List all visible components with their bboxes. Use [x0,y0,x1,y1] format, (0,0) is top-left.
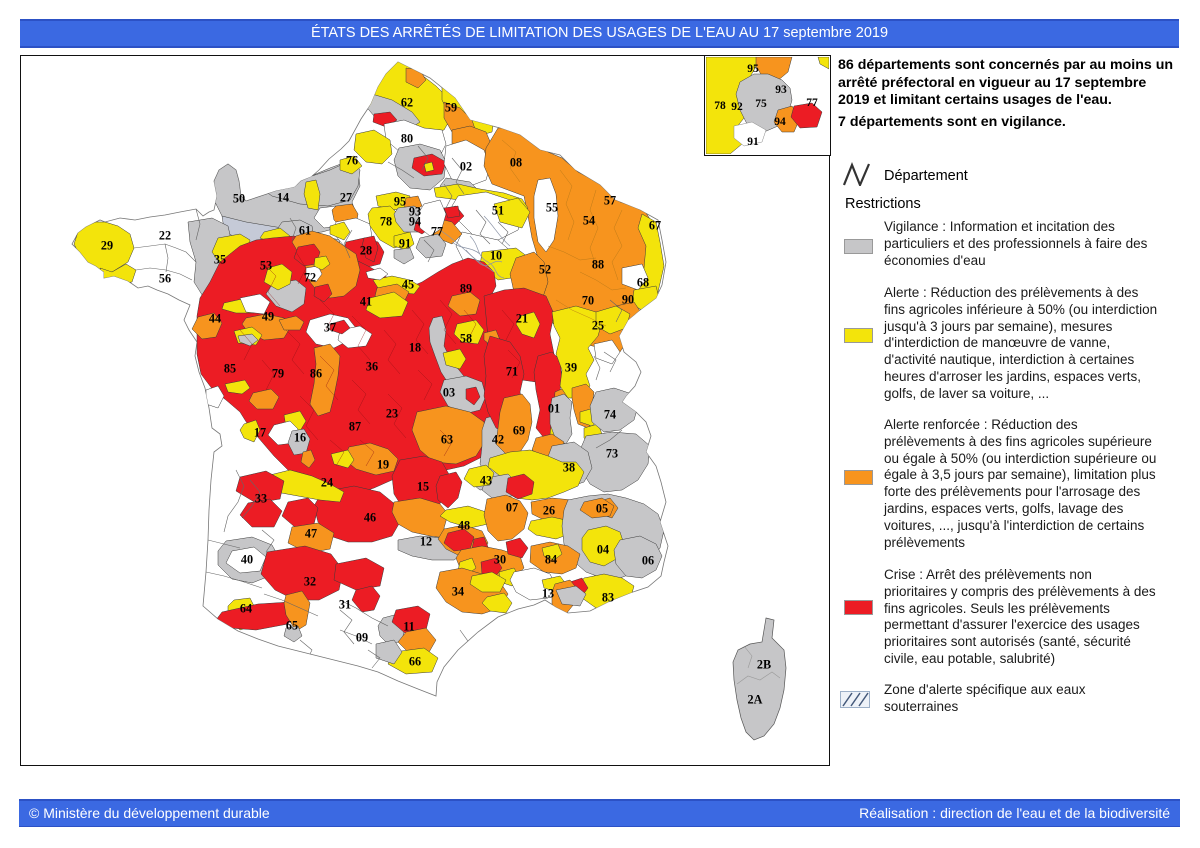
svg-text:68: 68 [637,276,649,290]
svg-text:29: 29 [101,239,113,253]
svg-text:69: 69 [513,424,525,438]
svg-text:49: 49 [262,310,274,324]
svg-text:65: 65 [286,619,298,633]
svg-text:71: 71 [506,365,518,379]
svg-text:62: 62 [401,96,413,110]
svg-text:74: 74 [604,408,616,422]
svg-text:35: 35 [214,253,226,267]
svg-text:61: 61 [299,224,311,238]
svg-text:39: 39 [565,361,577,375]
svg-text:25: 25 [592,319,604,333]
svg-text:08: 08 [510,156,522,170]
svg-text:16: 16 [294,431,306,445]
svg-text:13: 13 [542,587,554,601]
svg-text:46: 46 [364,511,376,525]
svg-text:78: 78 [714,100,726,112]
svg-text:31: 31 [339,598,351,612]
svg-text:21: 21 [516,312,528,326]
svg-text:24: 24 [321,476,333,490]
svg-text:36: 36 [366,360,378,374]
svg-text:57: 57 [604,194,616,208]
svg-text:14: 14 [277,191,289,205]
svg-text:09: 09 [356,631,368,645]
svg-text:55: 55 [546,201,558,215]
svg-text:52: 52 [539,263,551,277]
svg-text:34: 34 [452,585,464,599]
svg-text:89: 89 [460,282,472,296]
svg-text:30: 30 [494,553,506,567]
svg-text:03: 03 [443,386,455,400]
svg-text:50: 50 [233,192,245,206]
svg-text:33: 33 [255,492,267,506]
svg-text:80: 80 [401,132,413,146]
svg-text:41: 41 [360,295,372,309]
svg-text:28: 28 [360,244,372,258]
svg-text:94: 94 [409,215,421,229]
svg-text:27: 27 [340,191,352,205]
svg-text:48: 48 [458,519,470,533]
svg-text:22: 22 [159,229,171,243]
svg-text:90: 90 [622,293,634,307]
svg-text:43: 43 [480,474,492,488]
svg-text:37: 37 [324,321,336,335]
svg-text:91: 91 [747,136,759,148]
svg-text:70: 70 [582,294,594,308]
svg-text:38: 38 [563,461,575,475]
svg-text:07: 07 [506,501,518,515]
svg-text:87: 87 [349,420,361,434]
svg-text:47: 47 [305,527,317,541]
svg-text:18: 18 [409,341,421,355]
svg-text:23: 23 [386,407,398,421]
svg-text:01: 01 [548,402,560,416]
svg-text:72: 72 [304,271,316,285]
svg-text:83: 83 [602,591,614,605]
svg-text:02: 02 [460,160,472,174]
svg-text:67: 67 [649,219,661,233]
svg-text:91: 91 [399,237,411,251]
svg-text:78: 78 [380,215,392,229]
svg-text:73: 73 [606,447,618,461]
svg-text:44: 44 [209,312,221,326]
svg-text:11: 11 [403,620,415,634]
svg-text:17: 17 [254,426,266,440]
svg-text:2A: 2A [748,693,763,707]
svg-text:32: 32 [304,575,316,589]
svg-text:88: 88 [592,258,604,272]
svg-text:15: 15 [417,480,429,494]
svg-text:76: 76 [346,154,358,168]
svg-text:42: 42 [492,433,504,447]
svg-text:06: 06 [642,554,654,568]
svg-text:53: 53 [260,259,272,273]
svg-text:86: 86 [310,367,322,381]
svg-text:12: 12 [420,535,432,549]
svg-text:04: 04 [597,543,609,557]
svg-text:75: 75 [755,98,767,110]
svg-text:26: 26 [543,504,555,518]
svg-text:59: 59 [445,101,457,115]
svg-text:45: 45 [402,278,414,292]
svg-text:2B: 2B [757,658,771,672]
svg-text:66: 66 [409,655,421,669]
svg-text:58: 58 [460,332,472,346]
svg-text:64: 64 [240,602,252,616]
svg-text:40: 40 [241,553,253,567]
svg-text:95: 95 [747,63,759,75]
svg-text:92: 92 [731,101,743,113]
svg-text:84: 84 [545,553,557,567]
svg-text:51: 51 [492,204,504,218]
svg-text:85: 85 [224,362,236,376]
svg-text:77: 77 [806,97,818,109]
svg-text:56: 56 [159,272,171,286]
svg-text:95: 95 [394,195,406,209]
svg-text:79: 79 [272,367,284,381]
svg-text:93: 93 [409,205,421,219]
svg-text:05: 05 [596,502,608,516]
svg-text:19: 19 [377,458,389,472]
svg-text:10: 10 [490,249,502,263]
svg-text:77: 77 [431,225,443,239]
svg-text:94: 94 [774,116,786,128]
svg-text:93: 93 [775,84,787,96]
svg-text:63: 63 [441,433,453,447]
svg-text:54: 54 [583,214,595,228]
